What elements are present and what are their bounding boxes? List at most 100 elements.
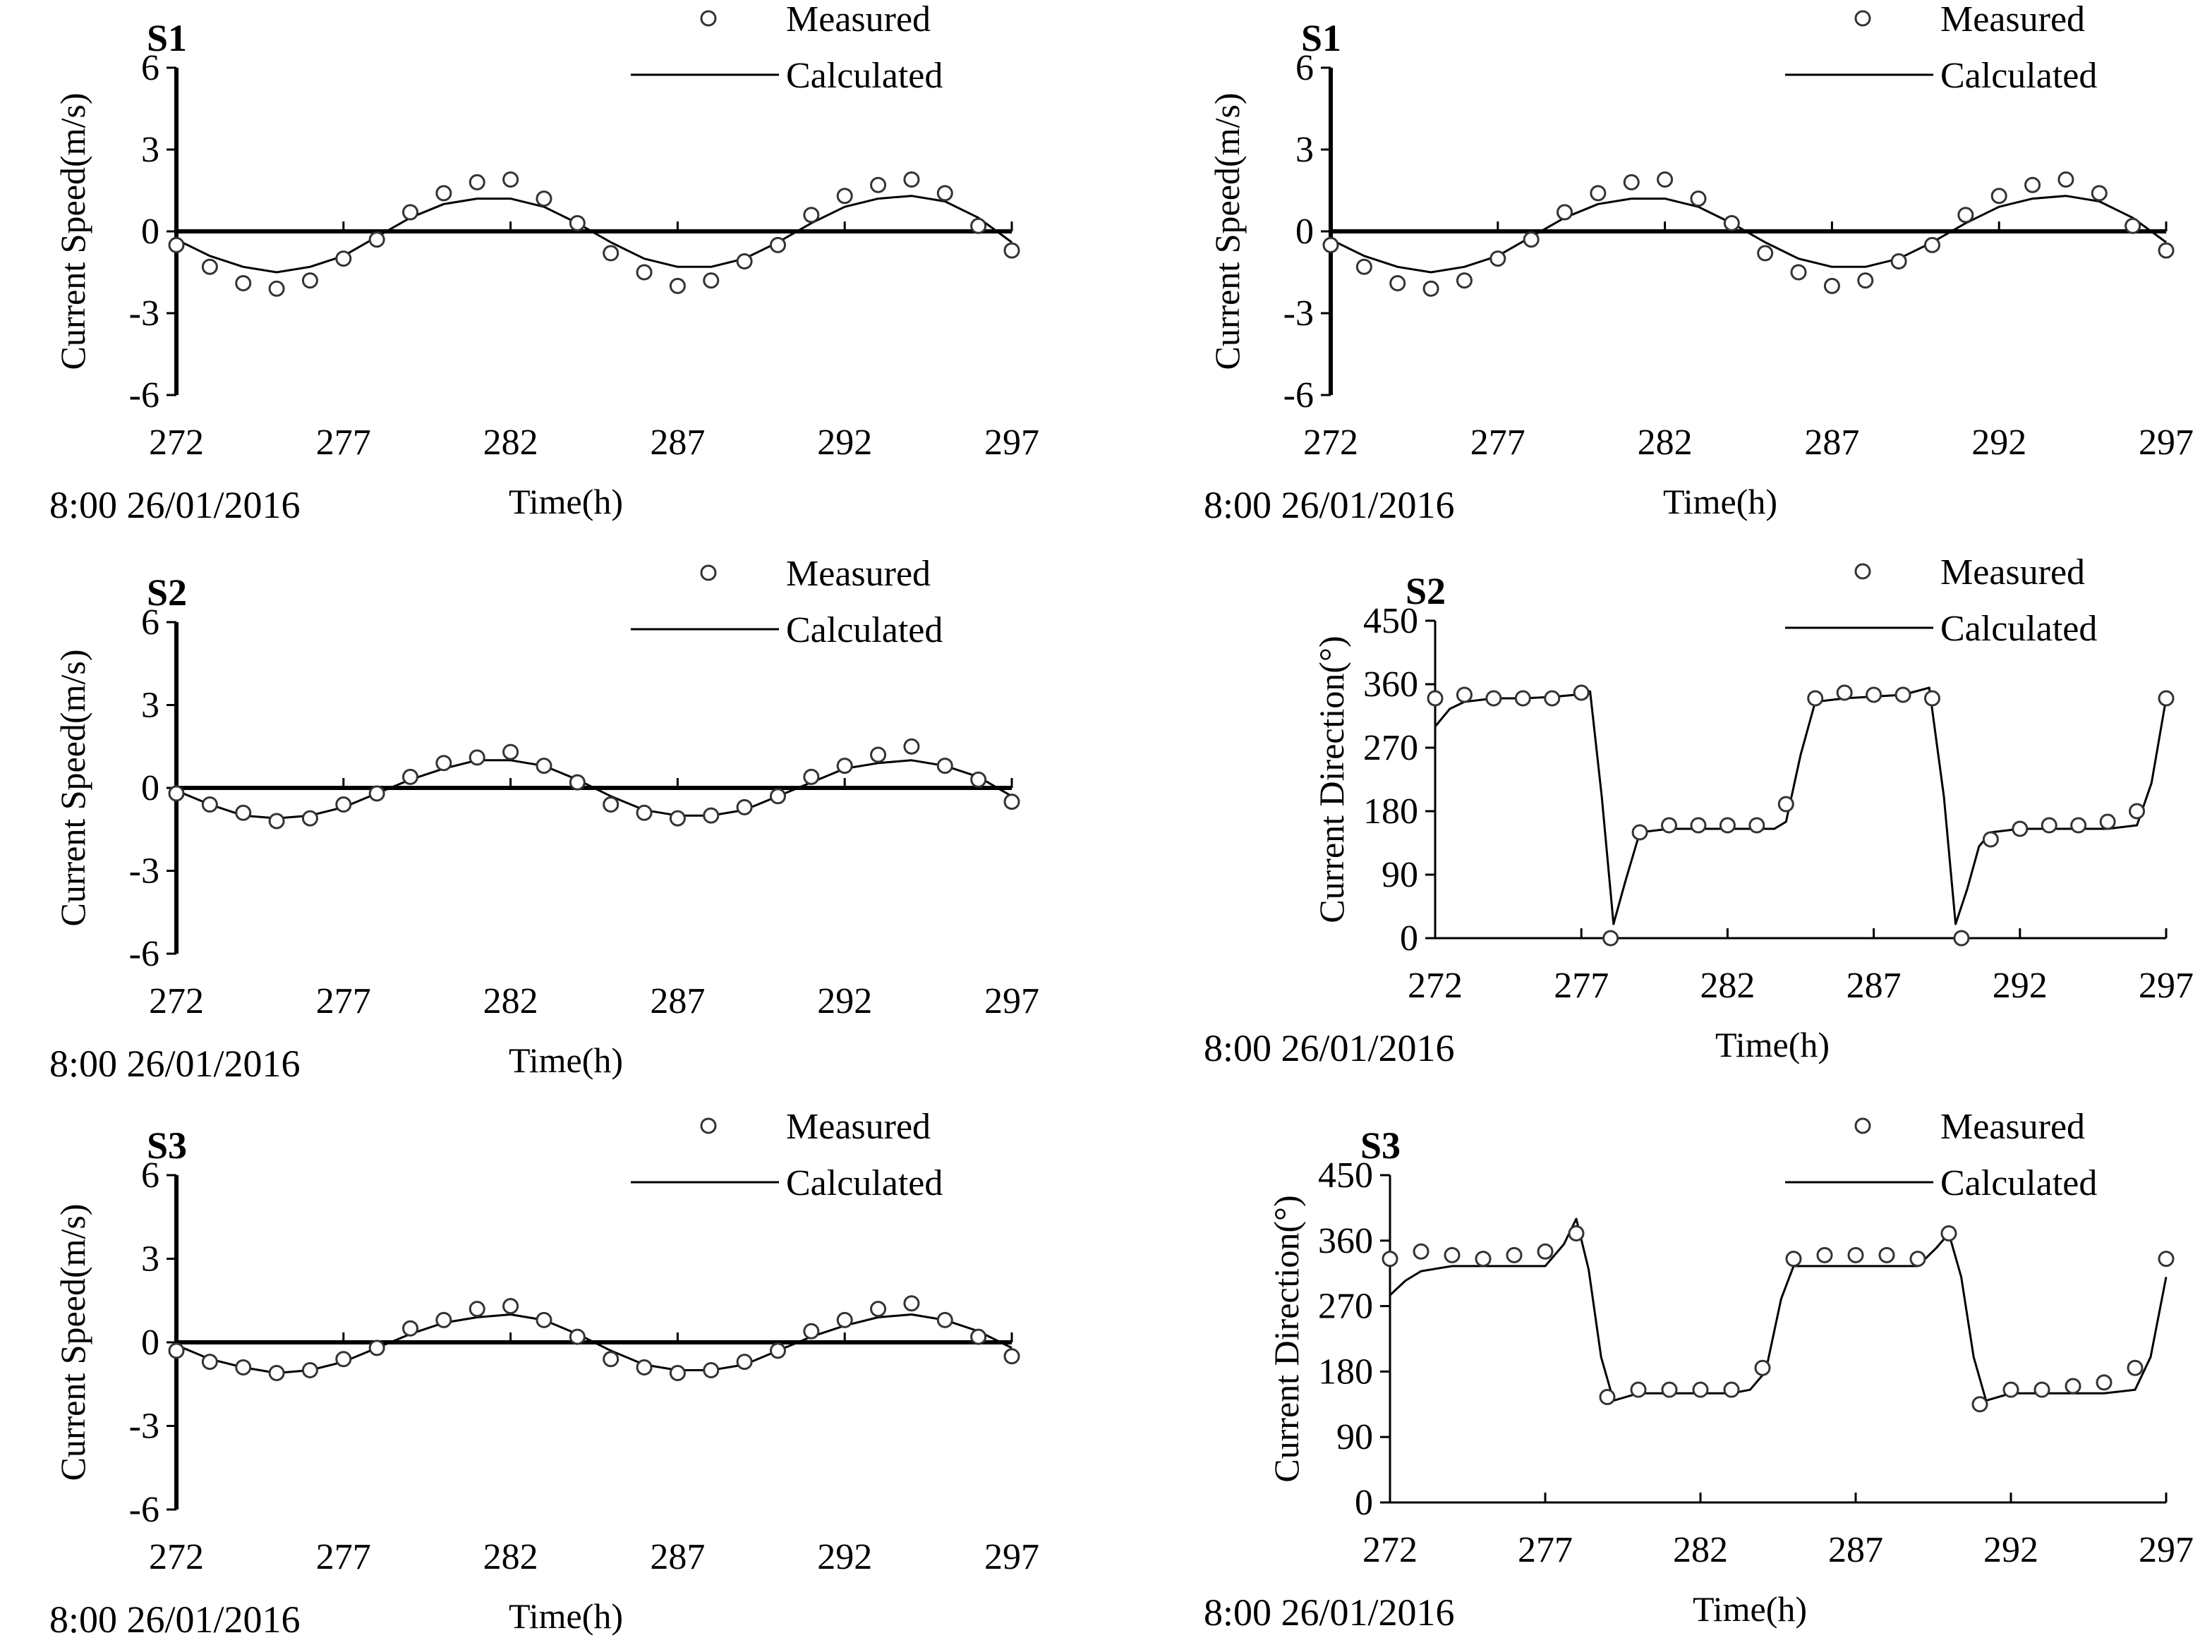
measured-point (870, 746, 887, 763)
measured-point (803, 1323, 820, 1340)
measured-point (368, 785, 385, 802)
measured-point (870, 176, 887, 193)
measured-point (1523, 231, 1540, 248)
station-title: S3 (147, 1124, 187, 1167)
x-tick-label: 272 (149, 981, 204, 1021)
measured-point (736, 253, 753, 270)
y-tick-label: -3 (129, 293, 159, 334)
measured-point (870, 1301, 887, 1318)
measured-point (903, 1295, 920, 1312)
y-axis-label: Current Direction(°) (1267, 1195, 1306, 1482)
y-tick-label: 3 (141, 1239, 159, 1280)
y-tick-label: 3 (1295, 130, 1314, 170)
measured-point (1719, 817, 1736, 834)
legend-measured-marker (1854, 10, 1871, 27)
x-tick-label: 272 (149, 423, 204, 463)
x-tick-label: 277 (316, 981, 371, 1021)
legend-measured-label: Measured (786, 1107, 931, 1147)
y-tick-label: 180 (1318, 1352, 1373, 1392)
y-axis-label: Current Speed(m/s) (53, 1204, 92, 1481)
x-tick-label: 297 (2139, 1530, 2194, 1570)
x-tick-label: 292 (1983, 1530, 2038, 1570)
legend-measured-marker (700, 10, 717, 27)
measured-point (1322, 236, 1339, 253)
measured-point (1506, 1246, 1523, 1263)
measured-point (268, 1364, 285, 1381)
x-tick-label: 292 (1971, 423, 2026, 463)
measured-point (435, 755, 452, 772)
measured-point (603, 1351, 620, 1368)
x-tick-label: 282 (1673, 1530, 1728, 1570)
measured-point (335, 250, 352, 267)
measured-point (669, 810, 686, 827)
x-tick-label: 282 (483, 1537, 538, 1577)
legend-measured-label: Measured (786, 554, 931, 594)
y-tick-label: 360 (1363, 664, 1418, 705)
legend-measured-marker (1854, 1117, 1871, 1134)
station-title: S1 (1301, 17, 1341, 59)
measured-point (2096, 1374, 2113, 1391)
y-tick-label: 6 (141, 1155, 159, 1196)
measured-point (769, 788, 786, 805)
station-title: S2 (1406, 570, 1446, 612)
x-tick-label: 282 (1700, 966, 1755, 1006)
x-tick-label: 292 (817, 1537, 872, 1577)
y-tick-label: -6 (1283, 375, 1314, 415)
measured-point (2099, 813, 2116, 830)
measured-point (2158, 690, 2175, 707)
x-axis-label: Time(h) (1693, 1589, 1807, 1629)
date-label: 8:00 26/01/2016 (1204, 1027, 1455, 1069)
measured-point (1894, 686, 1911, 703)
x-tick-label: 297 (984, 981, 1039, 1021)
measured-point (201, 258, 218, 275)
measured-point (235, 804, 252, 821)
measured-point (368, 231, 385, 248)
measured-point (736, 798, 753, 815)
measured-point (469, 1301, 485, 1318)
measured-point (2065, 1378, 2081, 1395)
measured-point (469, 174, 485, 190)
y-tick-label: 450 (1363, 601, 1418, 641)
measured-point (1777, 796, 1794, 813)
measured-point (1475, 1251, 1492, 1268)
measured-point (536, 1311, 552, 1328)
y-tick-label: 90 (1336, 1417, 1373, 1457)
measured-point (1537, 1243, 1554, 1260)
measured-point (1990, 188, 2007, 205)
x-tick-label: 287 (650, 423, 705, 463)
measured-point (669, 277, 686, 294)
date-label: 8:00 26/01/2016 (1204, 1591, 1455, 1634)
measured-point (235, 1359, 252, 1376)
legend-calculated-label: Calculated (1940, 609, 2097, 649)
legend-measured-label: Measured (786, 0, 931, 40)
x-tick-label: 287 (1847, 966, 1902, 1006)
measured-point (703, 1362, 720, 1378)
measured-point (1003, 794, 1020, 810)
measured-point (836, 1311, 853, 1328)
measured-point (1489, 250, 1506, 267)
legend-calculated-label: Calculated (786, 56, 943, 96)
measured-point (1573, 684, 1590, 701)
measured-point (803, 207, 820, 224)
measured-point (1413, 1243, 1430, 1260)
measured-point (736, 1354, 753, 1371)
measured-point (2033, 1381, 2050, 1398)
measured-point (335, 796, 352, 813)
measured-point (1754, 1359, 1771, 1376)
measured-point (1389, 274, 1406, 291)
measured-point (1690, 817, 1707, 834)
x-tick-label: 277 (1470, 423, 1525, 463)
measured-point (970, 217, 987, 234)
measured-point (1427, 690, 1444, 707)
x-tick-label: 287 (650, 981, 705, 1021)
legend-calculated-label: Calculated (786, 610, 943, 650)
chart-S1-speed: 6 3 0 -3 -6 272 277 282 287 292 297 S1 Current Speed… (49, 0, 1039, 526)
x-tick-label: 277 (316, 423, 371, 463)
measured-point (569, 1328, 586, 1345)
chart-S3-speed: 6 3 0 -3 -6 272 277 282 287 292 297 S3 Current Speed… (49, 1107, 1039, 1641)
x-tick-label: 292 (817, 423, 872, 463)
y-tick-label: 0 (1355, 1483, 1373, 1523)
y-tick-label: -6 (129, 934, 159, 974)
measured-point (1971, 1396, 1988, 1413)
measured-point (2125, 217, 2141, 234)
